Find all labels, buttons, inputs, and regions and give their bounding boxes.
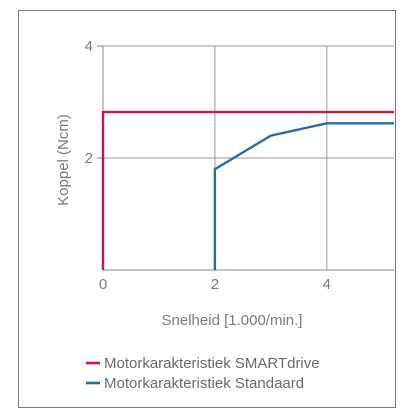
series-line-0 bbox=[101, 110, 394, 270]
y-axis-title: Koppel (Ncm) bbox=[55, 114, 72, 206]
series-line-1 bbox=[213, 122, 394, 270]
x-tick-label: 0 bbox=[99, 276, 107, 293]
grid bbox=[103, 45, 394, 270]
legend: Motorkarakteristiek SMARTdrive Motorkara… bbox=[86, 355, 320, 392]
y-tick-label: 4 bbox=[85, 38, 93, 55]
y-tick-label: 2 bbox=[85, 150, 93, 167]
legend-label: Motorkarakteristiek Standaard bbox=[104, 375, 304, 392]
chart-frame bbox=[18, 10, 396, 408]
x-tick-label: 4 bbox=[323, 276, 331, 293]
x-axis-title: Snelheid [1.000/min.] bbox=[162, 312, 303, 329]
x-tick-label: 2 bbox=[211, 276, 219, 293]
series-layer bbox=[101, 110, 394, 270]
legend-label: Motorkarakteristiek SMARTdrive bbox=[104, 355, 320, 372]
